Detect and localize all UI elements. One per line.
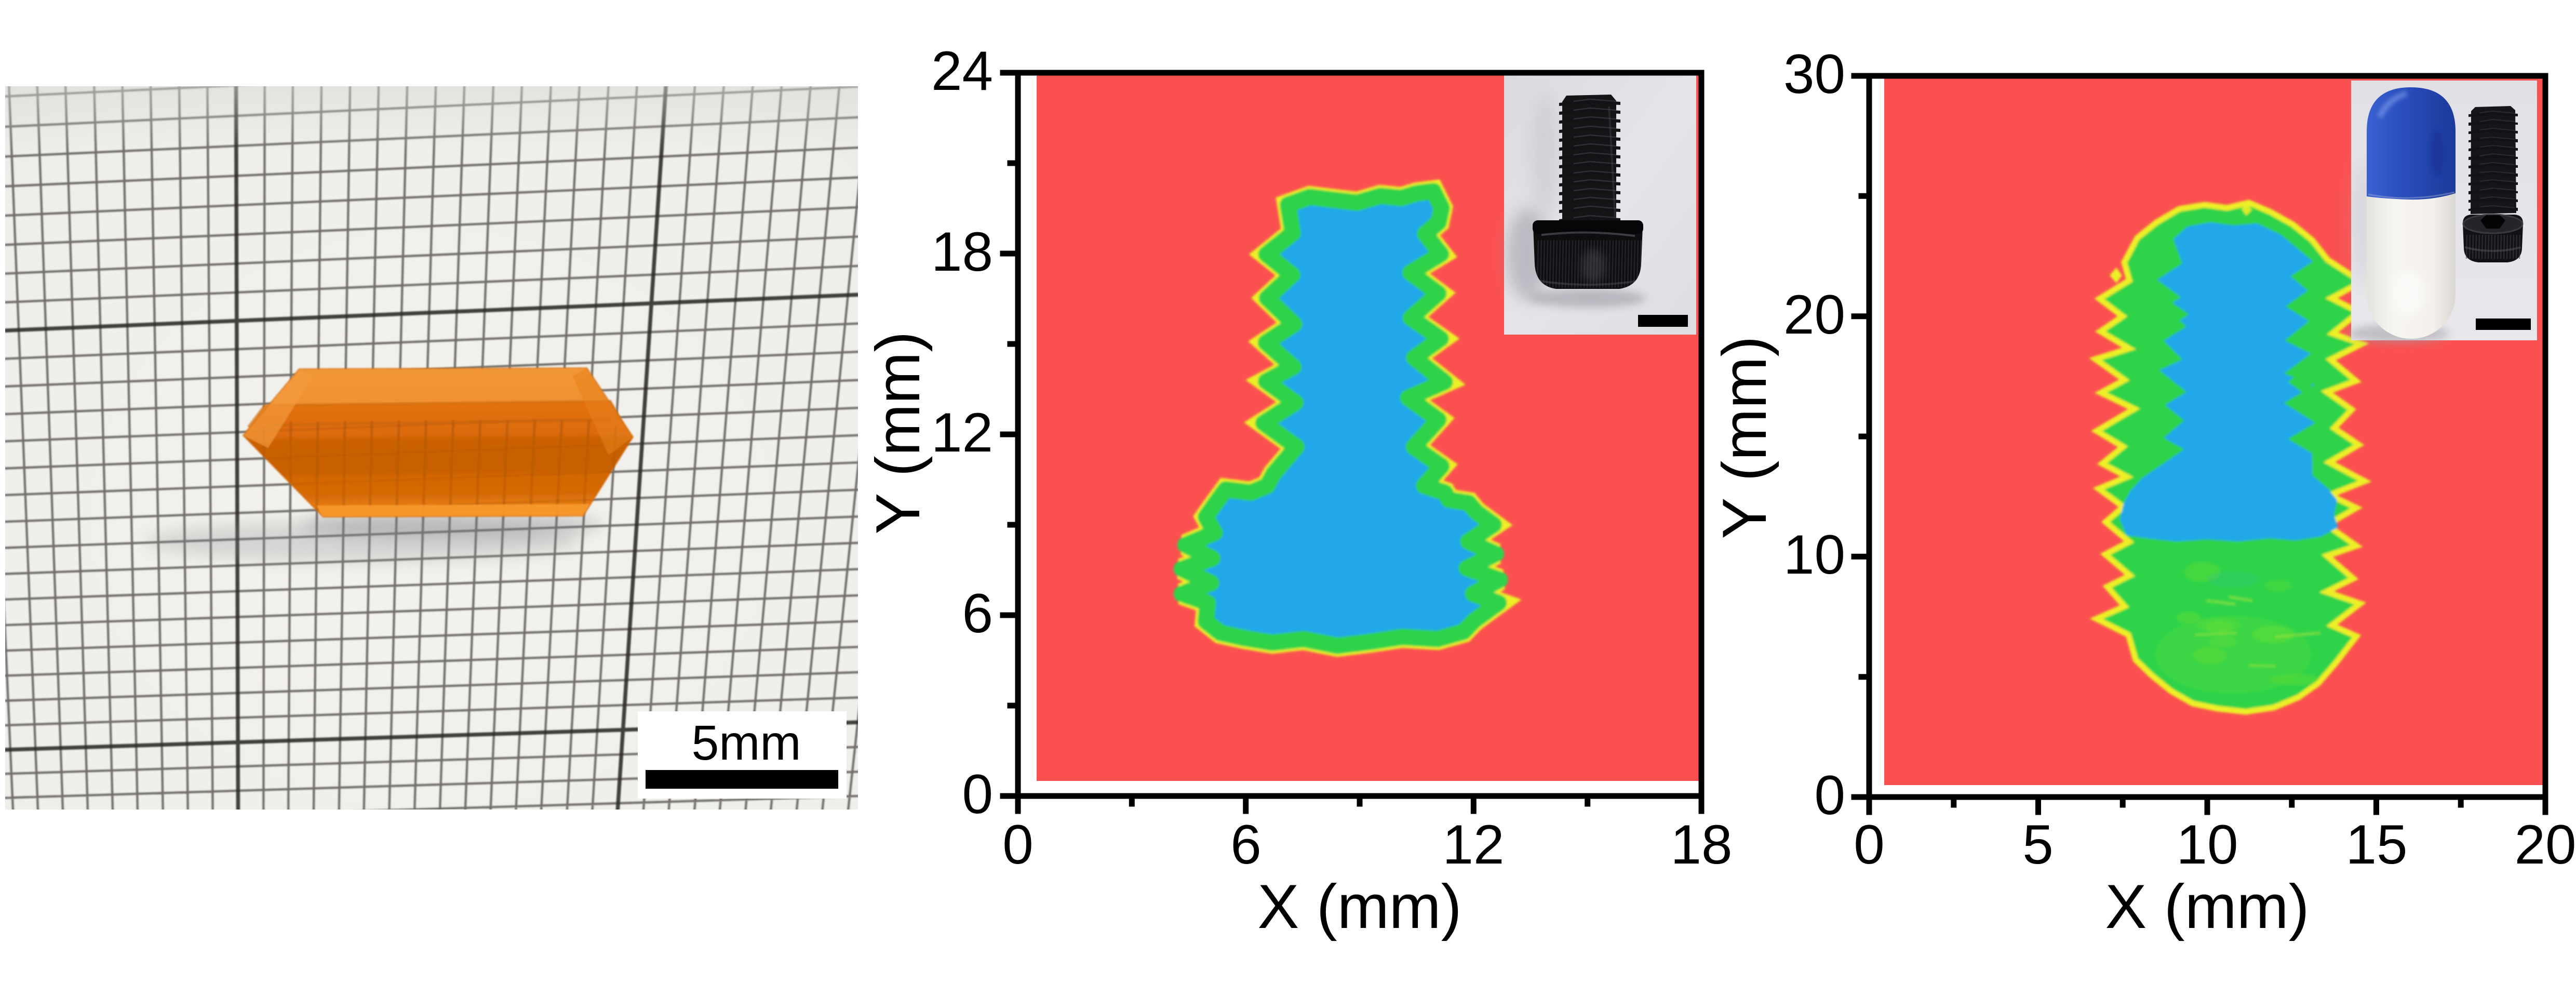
svg-text:30: 30 <box>1783 43 1845 105</box>
svg-text:15: 15 <box>2345 813 2407 875</box>
svg-text:0: 0 <box>1814 764 1845 826</box>
svg-text:X (mm): X (mm) <box>2105 872 2309 941</box>
svg-text:0: 0 <box>1002 813 1034 875</box>
svg-text:5: 5 <box>2022 813 2054 875</box>
svg-text:6: 6 <box>1230 813 1262 875</box>
svg-text:12: 12 <box>931 401 993 463</box>
svg-text:5mm: 5mm <box>691 715 801 771</box>
svg-text:Y (mm): Y (mm) <box>863 331 933 534</box>
svg-text:12: 12 <box>1442 813 1504 875</box>
svg-text:Y (mm): Y (mm) <box>1710 336 1779 539</box>
svg-text:24: 24 <box>931 39 993 102</box>
svg-text:20: 20 <box>1783 283 1845 346</box>
svg-text:18: 18 <box>1670 813 1732 875</box>
svg-text:0: 0 <box>1854 813 1885 875</box>
svg-text:18: 18 <box>931 220 993 283</box>
svg-text:0: 0 <box>962 763 993 825</box>
svg-text:X (mm): X (mm) <box>1257 872 1461 941</box>
svg-text:20: 20 <box>2514 813 2576 875</box>
svg-text:10: 10 <box>1783 523 1845 586</box>
svg-text:6: 6 <box>962 582 993 644</box>
svg-text:10: 10 <box>2176 813 2238 875</box>
